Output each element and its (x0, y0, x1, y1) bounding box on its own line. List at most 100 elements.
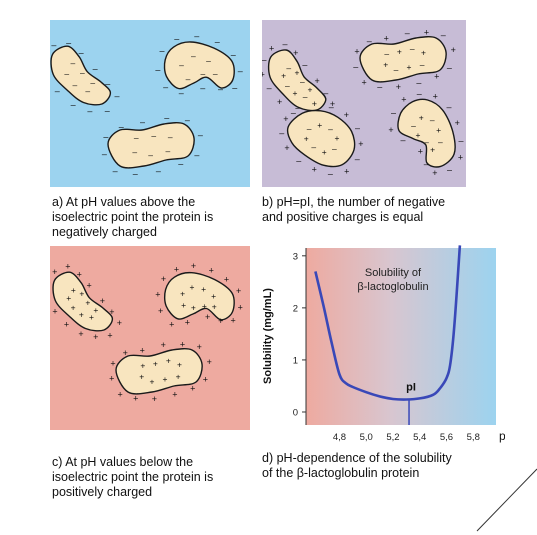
negative-charge-symbol: – (140, 117, 145, 127)
negative-charge-symbol: – (64, 69, 69, 79)
negative-charge-symbol: – (155, 65, 160, 75)
negative-charge-symbol: – (430, 115, 435, 125)
positive-charge-symbol: + (396, 82, 401, 92)
positive-charge-symbol: + (52, 306, 57, 316)
negative-charge-symbol: – (215, 37, 220, 47)
negative-charge-symbol: – (300, 77, 305, 87)
protein-molecule: +–+–+–+–+–+–+––+–+–+–+ (279, 99, 363, 178)
positive-charge-symbol: + (293, 88, 298, 98)
negative-charge-symbol: – (113, 166, 118, 176)
positive-charge-symbol: + (308, 85, 313, 95)
negative-charge-symbol: – (291, 107, 296, 117)
negative-charge-symbol: – (85, 86, 90, 96)
positive-charge-symbol: + (335, 133, 340, 143)
negative-charge-symbol: – (353, 62, 358, 72)
x-tick-label: 5,0 (360, 432, 373, 443)
positive-charge-symbol: + (383, 59, 388, 69)
y-tick-label: 0 (293, 407, 298, 418)
positive-charge-symbol: + (140, 346, 145, 356)
positive-charge-symbol: + (66, 293, 71, 303)
caption-c-line-3: positively charged (52, 485, 153, 499)
positive-charge-symbol: + (139, 371, 144, 381)
positive-charge-symbol: + (277, 97, 282, 107)
negative-charge-symbol: – (311, 142, 316, 152)
negative-charge-symbol: – (394, 64, 399, 74)
panel-b-neutral-charge: +–+–+–+–+–+–+––+–+–+–++–+–+–+–+–+–+––+–+… (262, 20, 466, 187)
negative-charge-symbol: – (119, 122, 124, 132)
negative-charge-symbol: – (420, 60, 425, 70)
positive-charge-symbol: + (158, 306, 163, 316)
positive-charge-symbol: + (293, 48, 298, 58)
negative-charge-symbol: – (232, 83, 237, 93)
negative-charge-symbol: – (201, 69, 206, 79)
negative-charge-symbol: – (391, 108, 396, 118)
positive-charge-symbol: + (197, 342, 202, 352)
negative-charge-symbol: – (328, 168, 333, 178)
negative-charge-symbol: – (103, 131, 108, 141)
panel-a-negative-charge: – –––––––––––––––– –––––––––––– ––––––– – – ––… (50, 20, 250, 187)
chart-y-axis-label: Solubility (mg/mL) (262, 288, 274, 384)
protein-molecule: –––––––––––––––––– (50, 37, 120, 116)
positive-charge-symbol: + (93, 305, 98, 315)
positive-charge-symbol: + (123, 348, 128, 358)
negative-charge-symbol: – (355, 123, 360, 133)
positive-charge-symbol: + (281, 71, 286, 81)
positive-charge-symbol: + (432, 168, 437, 178)
negative-charge-symbol: – (186, 74, 191, 84)
x-tick-label: 5,6 (440, 432, 453, 443)
negative-charge-symbol: – (424, 159, 429, 169)
negative-charge-symbol: – (194, 31, 199, 41)
positive-charge-symbol: + (71, 302, 76, 312)
negative-charge-symbol: – (51, 40, 56, 50)
positive-charge-symbol: + (205, 312, 210, 322)
protein-molecule: ++++++++++++++++++++++ (50, 261, 122, 342)
positive-charge-symbol: + (207, 357, 212, 367)
negative-charge-symbol: – (238, 66, 243, 76)
positive-charge-symbol: + (174, 264, 179, 274)
negative-charge-symbol: – (191, 51, 196, 61)
positive-charge-symbol: + (86, 280, 91, 290)
negative-charge-symbol: – (231, 49, 236, 59)
solubility-curve (314, 245, 462, 401)
protein-body (50, 45, 112, 106)
negative-charge-symbol: – (79, 48, 84, 58)
negative-charge-symbol: – (323, 88, 328, 98)
positive-charge-symbol: + (384, 34, 389, 44)
negative-charge-symbol: – (446, 102, 451, 112)
negative-charge-symbol: – (282, 39, 287, 49)
positive-charge-symbol: + (140, 360, 145, 370)
positive-charge-symbol: + (455, 118, 460, 128)
negative-charge-symbol: – (93, 64, 98, 74)
positive-charge-symbol: + (203, 374, 208, 384)
negative-charge-symbol: – (411, 121, 416, 131)
positive-charge-symbol: + (451, 45, 456, 55)
x-tick-label: 4,8 (333, 432, 346, 443)
positive-charge-symbol: + (191, 261, 196, 271)
caption-b-line-1: b) pH=pI, the number of negative (262, 195, 446, 209)
positive-charge-symbol: + (133, 394, 138, 404)
caption-c-line-1: c) At pH values below the (52, 455, 194, 469)
negative-charge-symbol: – (66, 37, 71, 47)
positive-charge-symbol: + (407, 62, 412, 72)
positive-charge-symbol: + (209, 266, 214, 276)
protein-molecule: –––––––––––––––––– (102, 113, 203, 179)
positive-charge-symbol: + (344, 110, 349, 120)
positive-charge-symbol: + (416, 130, 421, 140)
positive-charge-symbol: + (397, 46, 402, 56)
positive-charge-symbol: + (79, 289, 84, 299)
negative-charge-symbol: – (438, 137, 443, 147)
positive-charge-symbol: + (50, 278, 51, 288)
positive-charge-symbol: + (312, 99, 317, 109)
negative-charge-symbol: – (159, 46, 164, 56)
negative-charge-symbol: – (179, 88, 184, 98)
positive-charge-symbol: + (361, 78, 366, 88)
positive-charge-symbol: + (312, 164, 317, 174)
positive-charge-symbol: + (295, 67, 300, 77)
positive-charge-symbol: + (218, 316, 223, 326)
protein-body (115, 348, 203, 395)
positive-charge-symbol: + (152, 394, 157, 404)
protein-body (267, 49, 327, 112)
caption-a-line-1: a) At pH values above the (52, 195, 196, 209)
positive-charge-symbol: + (419, 112, 424, 122)
protein-molecule: +–+–+–+–+–+–+––+–+–+–+ (388, 89, 463, 178)
